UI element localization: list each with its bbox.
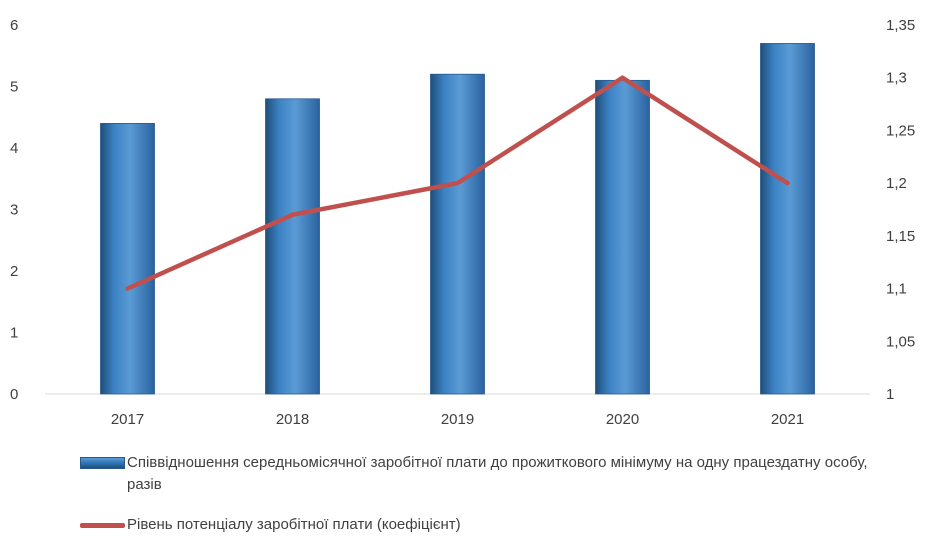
y-left-tick-label: 6 xyxy=(10,17,18,34)
y-left-tick-label: 0 xyxy=(10,386,18,403)
y-right-tick-label: 1,15 xyxy=(886,228,915,245)
y-right-tick-label: 1,25 xyxy=(886,122,915,139)
y-right-tick-label: 1 xyxy=(886,386,894,403)
y-left-tick-label: 5 xyxy=(10,79,18,96)
x-tick-label: 2021 xyxy=(771,411,804,428)
x-tick-label: 2017 xyxy=(111,411,144,428)
bar xyxy=(100,123,155,395)
legend-swatch-bars xyxy=(80,457,125,469)
y-left-tick-label: 1 xyxy=(10,325,18,342)
combo-chart: 0 1 2 3 4 5 6 1 1,05 1,1 1,15 1,2 1,25 1,3 1,35 2017 201… xyxy=(10,17,915,428)
y-right-tick-label: 1,2 xyxy=(886,175,907,192)
bar xyxy=(430,73,485,395)
y-right-tick-label: 1,1 xyxy=(886,281,907,298)
legend-item-line: Рівень потенціалу заробітної плати (коеф… xyxy=(80,514,900,536)
y-right-tick-label: 1,3 xyxy=(886,70,907,87)
y-left-tick-label: 4 xyxy=(10,140,18,157)
legend-swatch-line xyxy=(80,523,125,528)
y-right-tick-label: 1,35 xyxy=(886,17,915,34)
y-left-tick-label: 2 xyxy=(10,263,18,280)
legend-label-bars: Співвідношення середньомісячної заробітн… xyxy=(127,454,868,493)
y-left-tick-label: 3 xyxy=(10,202,18,219)
line-series xyxy=(125,75,790,291)
chart-legend: Співвідношення середньомісячної заробітн… xyxy=(80,452,900,536)
bar xyxy=(265,98,320,395)
bar xyxy=(595,79,650,395)
bar xyxy=(760,43,815,395)
y-right-tick-label: 1,05 xyxy=(886,333,915,350)
x-tick-label: 2019 xyxy=(441,411,474,428)
x-tick-label: 2018 xyxy=(276,411,309,428)
x-tick-label: 2020 xyxy=(606,411,639,428)
legend-item-bars: Співвідношення середньомісячної заробітн… xyxy=(80,452,900,496)
legend-label-line: Рівень потенціалу заробітної плати (коеф… xyxy=(127,516,461,533)
